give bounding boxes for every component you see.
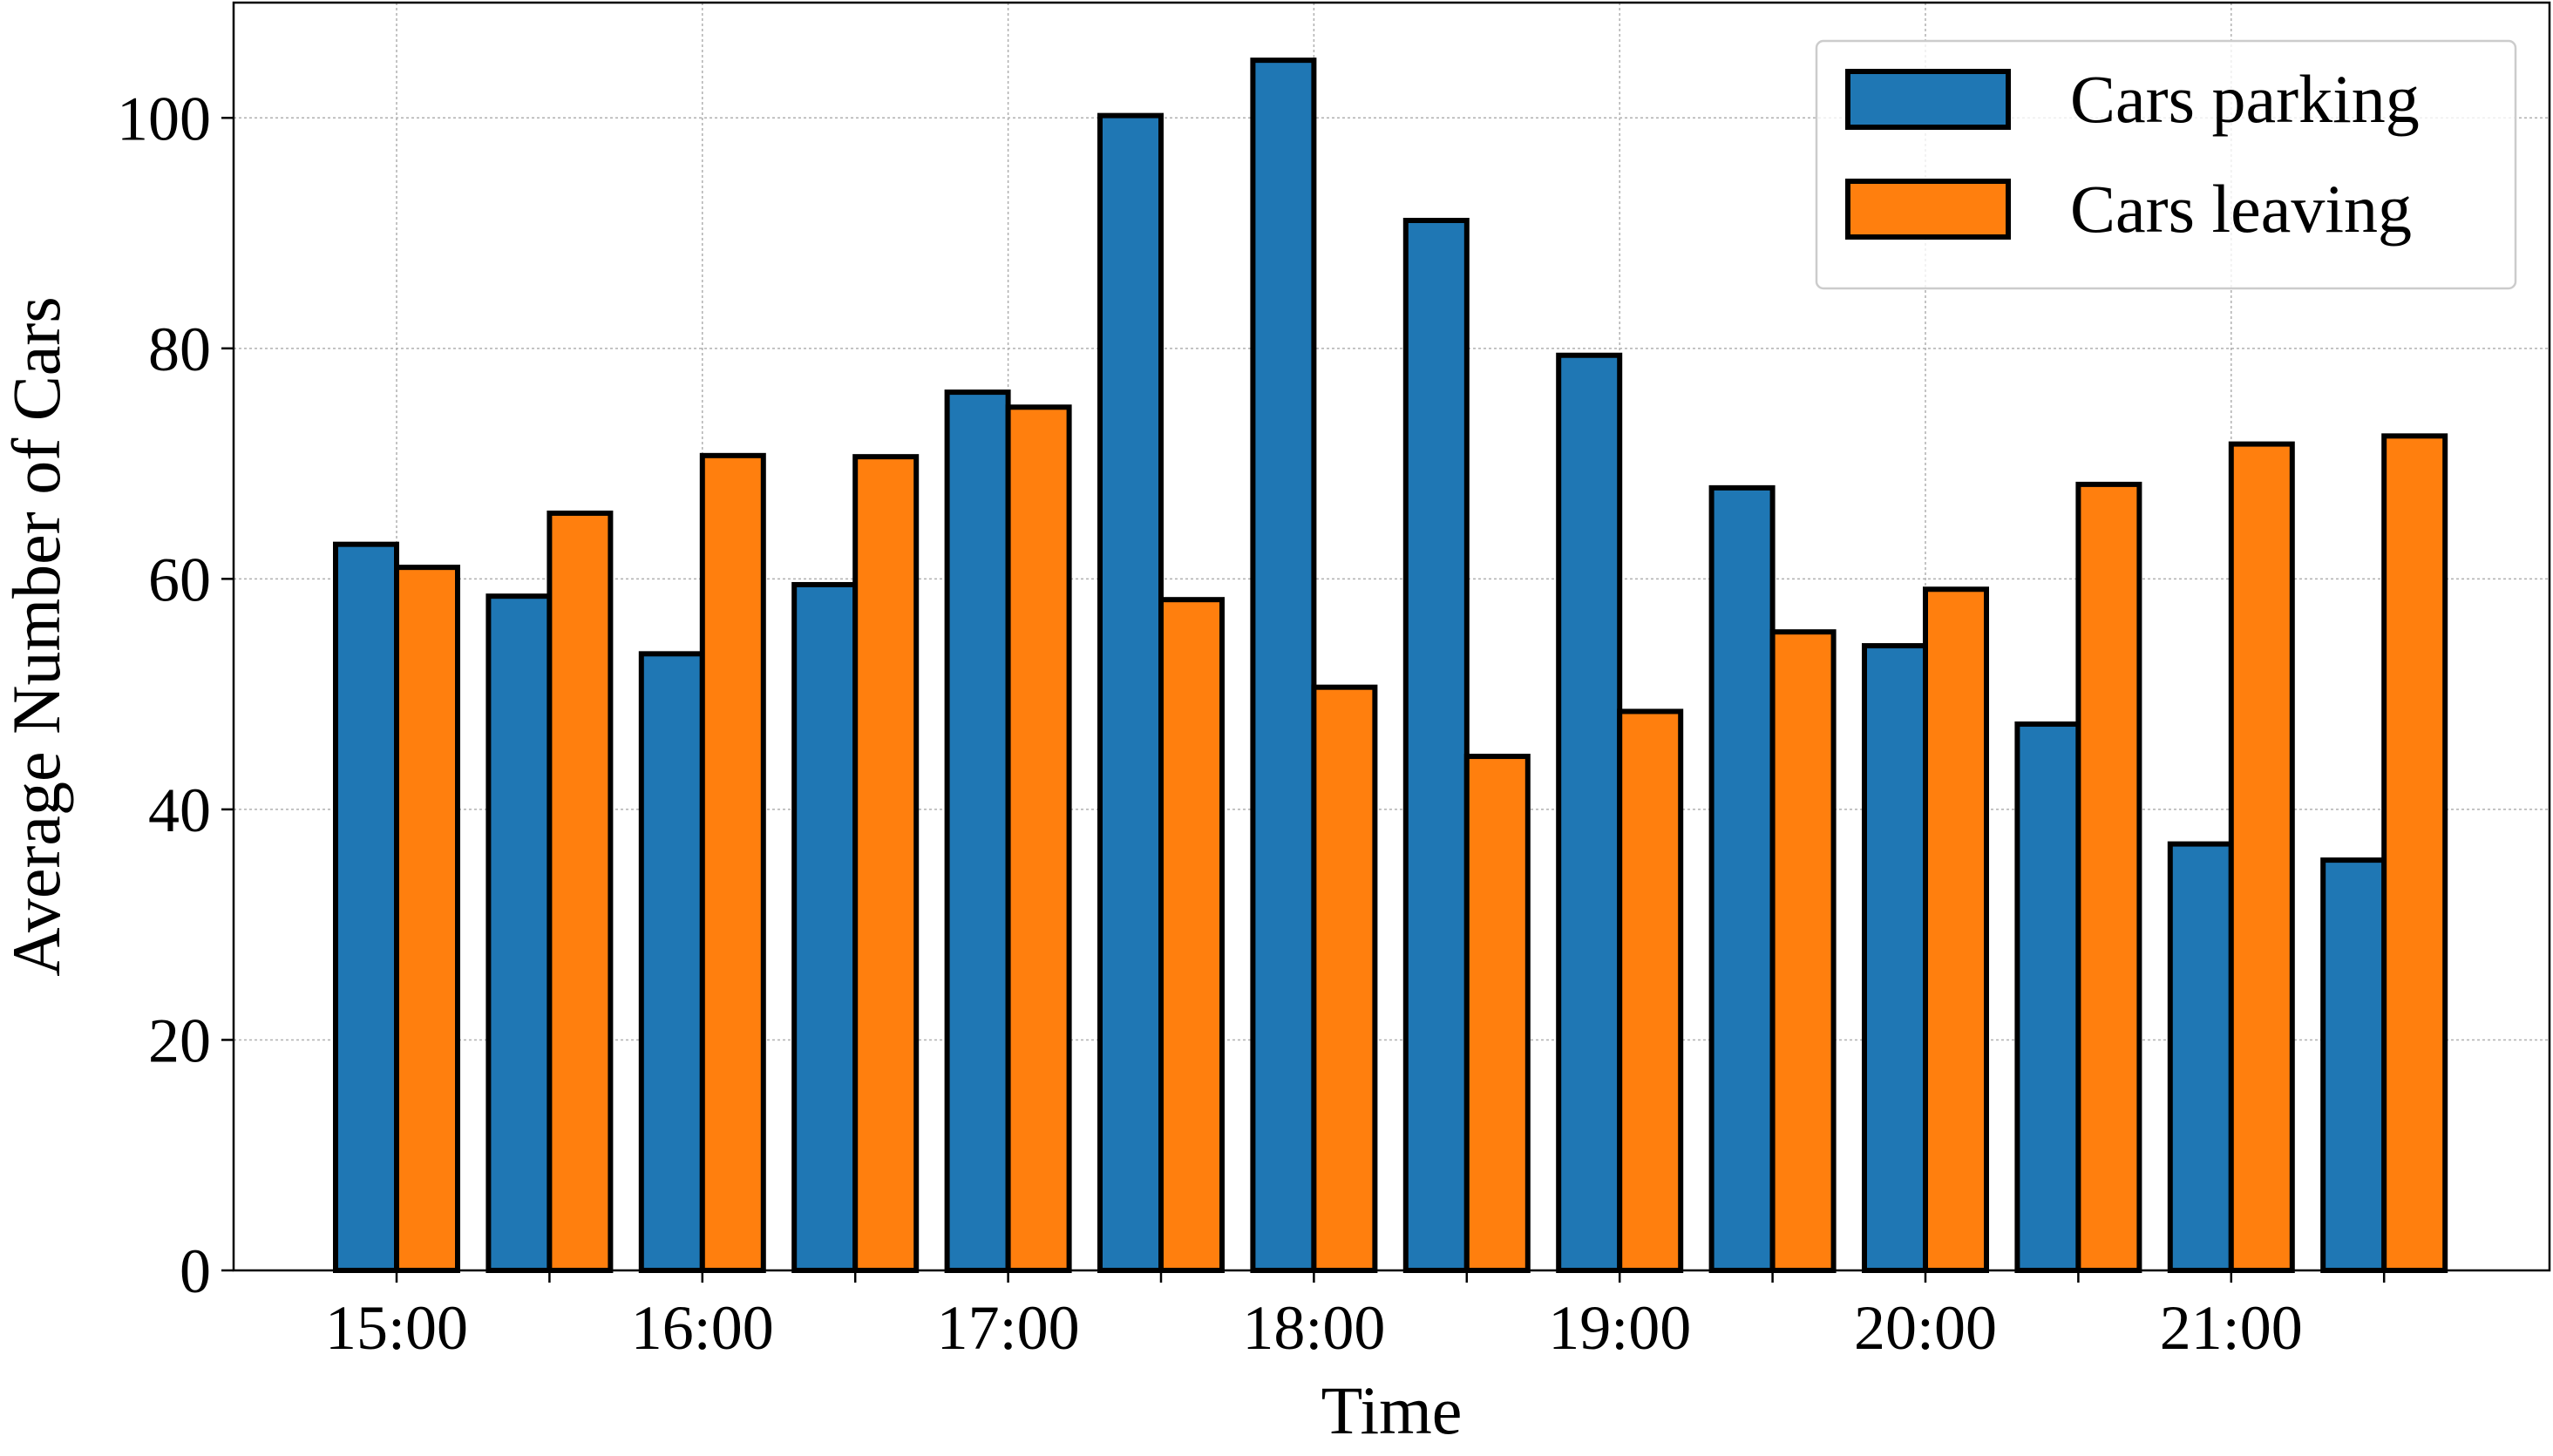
legend-swatch-cars-parking: [1845, 69, 2011, 130]
x-tick-label: 20:00: [1854, 1293, 1997, 1363]
bar-cars-leaving: [699, 452, 766, 1273]
bar-cars-leaving: [547, 510, 614, 1273]
x-tick-label: 19:00: [1548, 1293, 1691, 1363]
bar-cars-parking: [944, 389, 1011, 1273]
bar-cars-leaving: [1923, 586, 1989, 1273]
bar-cars-parking: [2320, 857, 2387, 1273]
x-tick-label: 21:00: [2160, 1293, 2303, 1363]
bar-cars-parking: [333, 541, 399, 1273]
bar-cars-leaving: [2075, 481, 2142, 1273]
bar-cars-leaving: [1158, 597, 1225, 1273]
bar-cars-leaving: [2228, 441, 2295, 1273]
bar-cars-parking: [1556, 352, 1623, 1274]
bar-cars-leaving: [1311, 684, 1378, 1273]
bar-cars-leaving: [394, 565, 460, 1273]
y-tick-label: 20: [148, 1006, 211, 1075]
bar-cars-leaving: [852, 454, 920, 1273]
bar-cars-parking: [2014, 721, 2081, 1273]
y-axis-title: Average Number of Cars: [0, 296, 74, 976]
legend: Cars parking Cars leaving: [1815, 39, 2517, 290]
bar-cars-parking: [1708, 484, 1776, 1273]
bar-cars-parking: [638, 651, 705, 1273]
plot-frame: [232, 1, 2551, 1272]
bar-cars-leaving: [1005, 404, 1072, 1273]
y-tick-label: 0: [180, 1236, 211, 1306]
bar-cars-leaving: [1463, 754, 1531, 1273]
bar-cars-parking: [1402, 217, 1470, 1273]
bar-cars-parking: [1097, 112, 1164, 1273]
bar-cars-parking: [1862, 643, 1928, 1273]
y-tick-label: 80: [148, 315, 211, 384]
bar-cars-leaving: [1769, 629, 1837, 1273]
bar-cars-parking: [791, 581, 859, 1273]
y-tick-label: 60: [148, 545, 211, 614]
legend-label-cars-leaving: Cars leaving: [2070, 171, 2412, 247]
y-tick-label: 40: [148, 775, 211, 845]
bar-cars-parking: [2167, 841, 2234, 1273]
bar-cars-leaving: [2381, 433, 2448, 1273]
x-tick-label: 17:00: [937, 1293, 1080, 1363]
legend-label-cars-parking: Cars parking: [2070, 61, 2420, 137]
legend-swatch-cars-leaving: [1845, 179, 2011, 240]
x-axis-title: Time: [1321, 1372, 1463, 1448]
x-tick-label: 16:00: [631, 1293, 774, 1363]
x-axis: 15:00 16:00 17:00 18:00 19:00 20:00 21:00: [325, 1270, 2386, 1363]
y-tick-label: 100: [117, 84, 211, 153]
x-tick-label: 15:00: [325, 1293, 468, 1363]
bar-cars-parking: [485, 593, 553, 1273]
bar-cars-parking: [1250, 58, 1317, 1274]
x-tick-label: 18:00: [1242, 1293, 1385, 1363]
bar-cars-leaving: [1617, 708, 1684, 1273]
y-axis: 0 20 40 60 80 100: [117, 84, 234, 1306]
